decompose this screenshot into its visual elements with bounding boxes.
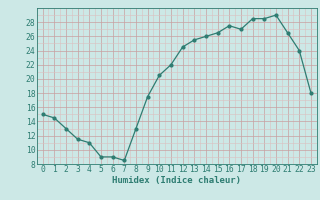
X-axis label: Humidex (Indice chaleur): Humidex (Indice chaleur) xyxy=(112,176,241,185)
